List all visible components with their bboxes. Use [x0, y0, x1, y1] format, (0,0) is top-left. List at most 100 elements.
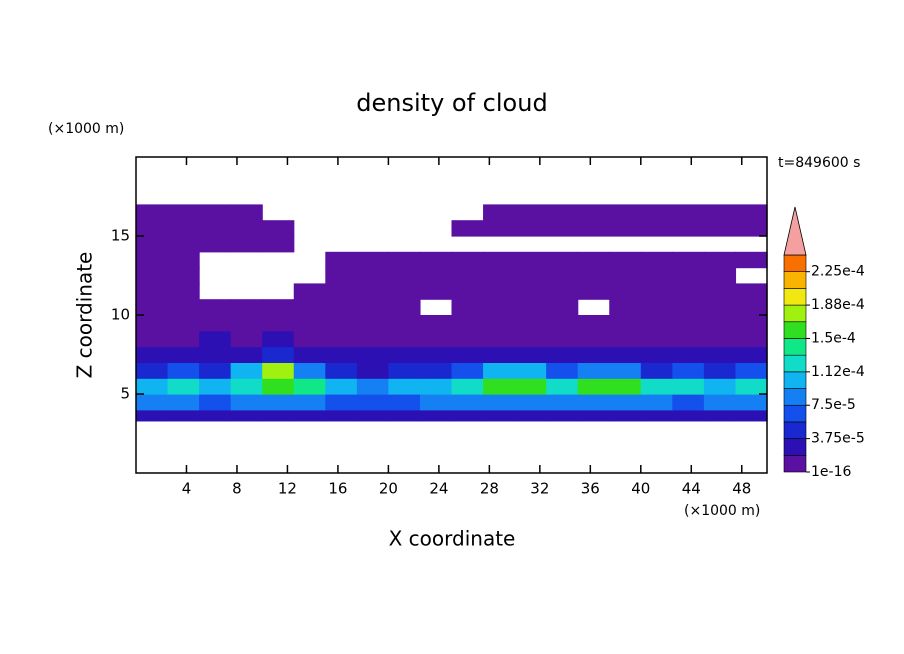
field-cell — [388, 409, 421, 422]
field-cell — [262, 409, 295, 422]
field-cell — [167, 362, 200, 379]
field-cell — [483, 220, 516, 237]
field-cell — [735, 283, 768, 300]
field-cell — [167, 378, 200, 395]
field-cell — [419, 346, 453, 363]
field-cell — [388, 299, 421, 316]
field-cell — [703, 362, 737, 379]
field-cell — [230, 236, 263, 253]
field-cell — [451, 409, 484, 422]
field-cell — [514, 299, 547, 316]
field-cell — [451, 251, 484, 269]
field-cell — [325, 299, 358, 316]
field-cell — [672, 315, 705, 332]
colorbar-tick-label: 1e-16 — [811, 464, 851, 480]
colorbar-band — [783, 421, 807, 439]
field-cell — [325, 315, 358, 332]
field-cell — [325, 267, 358, 284]
field-cell — [388, 251, 421, 269]
field-cell — [136, 362, 169, 379]
field-cell — [136, 394, 169, 411]
field-cell — [325, 362, 358, 379]
colorbar-band — [783, 271, 807, 289]
field-cell — [356, 299, 389, 316]
field-cell — [640, 330, 673, 348]
field-cell — [451, 378, 484, 395]
field-cell — [577, 362, 610, 379]
field-cell — [546, 330, 579, 348]
field-cell — [199, 236, 232, 253]
field-cell — [262, 394, 295, 411]
field-cell — [451, 330, 484, 348]
field-cell — [577, 330, 610, 348]
field-cell — [419, 409, 453, 422]
colorbar-band — [783, 338, 807, 356]
field-cell — [640, 394, 673, 411]
field-cell — [546, 378, 579, 395]
x-tick-label: 36 — [581, 480, 600, 498]
field-cell — [703, 315, 737, 332]
field-cell — [609, 394, 642, 411]
field-cell — [199, 220, 232, 237]
colorbar-tick-label: 1.5e-4 — [811, 330, 856, 346]
field-cell — [136, 299, 169, 316]
colorbar-extend — [783, 206, 807, 256]
field-cell — [262, 330, 295, 348]
field-cell — [419, 362, 453, 379]
colorbar-band — [783, 455, 807, 473]
field-cell — [230, 346, 263, 363]
field-cell — [546, 409, 579, 422]
field-cell — [356, 394, 389, 411]
field-cell — [167, 299, 200, 316]
field-cell — [609, 362, 642, 379]
colorbar-band — [783, 354, 807, 373]
field-cell — [230, 362, 263, 379]
colorbar-tick-label: 1.88e-4 — [811, 297, 865, 313]
x-tick-label: 40 — [631, 480, 650, 498]
x-tick-label: 28 — [480, 480, 499, 498]
field-cell — [293, 283, 326, 300]
colorbar-band — [783, 254, 807, 272]
field-cell — [262, 236, 295, 253]
field-cell — [136, 283, 169, 300]
x-tick-label: 48 — [732, 480, 751, 498]
field-cell — [609, 330, 642, 348]
field-cell — [640, 409, 673, 422]
field-cell — [703, 409, 737, 422]
field-cell — [167, 394, 200, 411]
field-cell — [735, 315, 768, 332]
field-cell — [419, 394, 453, 411]
field-cell — [199, 204, 232, 221]
field-cell — [293, 378, 326, 395]
field-cell — [167, 330, 200, 348]
field-cell — [640, 378, 673, 395]
field-cell — [514, 315, 547, 332]
x-tick-label: 8 — [232, 480, 242, 498]
field-cell — [483, 267, 516, 284]
field-cell — [293, 346, 326, 363]
field-cell — [577, 204, 610, 221]
colorbar-band — [783, 404, 807, 423]
colorbar-band — [783, 288, 807, 306]
field-cell — [703, 220, 737, 237]
field-cell — [609, 346, 642, 363]
field-cell — [293, 362, 326, 379]
field-cell — [483, 330, 516, 348]
field-cell — [735, 378, 768, 395]
field-cell — [577, 394, 610, 411]
field-cell — [199, 378, 232, 395]
field-cell — [609, 299, 642, 316]
time-label: t=849600 s — [778, 155, 860, 171]
field-cell — [356, 378, 389, 395]
field-cell — [451, 315, 484, 332]
field-cell — [514, 204, 547, 221]
field-cell — [356, 330, 389, 348]
field-cell — [577, 346, 610, 363]
field-cell — [735, 204, 768, 221]
field-cell — [167, 251, 200, 269]
field-cell — [735, 299, 768, 316]
field-cell — [388, 283, 421, 300]
field-cell — [735, 330, 768, 348]
field-cell — [546, 204, 579, 221]
field-cell — [483, 409, 516, 422]
